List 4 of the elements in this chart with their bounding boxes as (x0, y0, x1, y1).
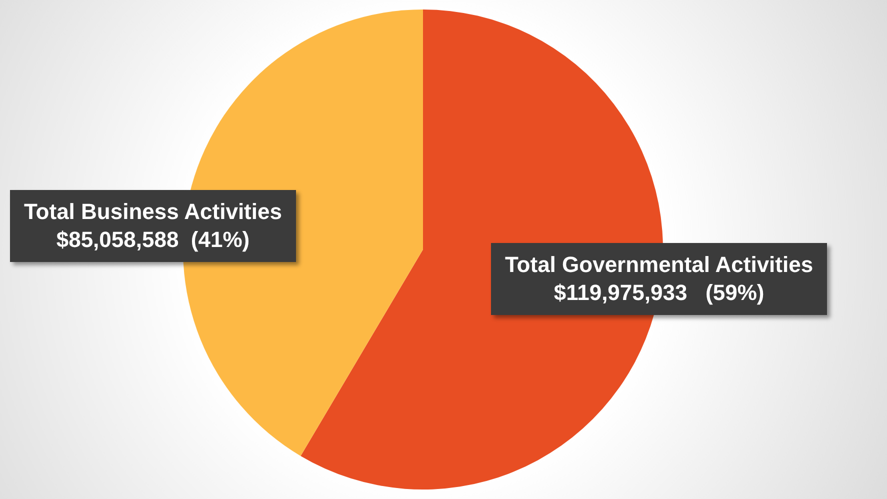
slice-label: Total Business Activities (24, 199, 282, 224)
data-label: $85,058,588 (41%) (56, 227, 250, 252)
data-label: $119,975,933 (59%) (554, 280, 764, 305)
slice-label: Total Governmental Activities (505, 252, 814, 277)
